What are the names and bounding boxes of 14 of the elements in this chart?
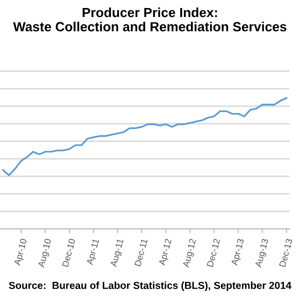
chart-title: Producer Price Index: Waste Collection and Remediation Services <box>13 8 286 32</box>
x-tick-label: Apr-12 <box>158 238 174 266</box>
x-tick-label: Apr-11 <box>86 238 101 266</box>
x-tick-label: Aug-10 <box>38 238 53 268</box>
x-tick-label: Dec-10 <box>62 238 76 268</box>
x-tick-label: Dec-13 <box>279 238 292 268</box>
x-tick-label: Aug-11 <box>110 238 126 268</box>
x-tick-label: Aug-12 <box>182 238 198 268</box>
x-tick-label: Dec-12 <box>206 238 220 268</box>
x-tick-label: Apr-10 <box>14 238 29 266</box>
x-tick-label: Aug-13 <box>254 238 270 268</box>
source-note: Source: Bureau of Labor Statistics (BLS), September 2014 <box>8 282 292 291</box>
x-tick-label: Apr-13 <box>230 238 246 266</box>
x-tick-label: Dec-11 <box>134 238 148 266</box>
